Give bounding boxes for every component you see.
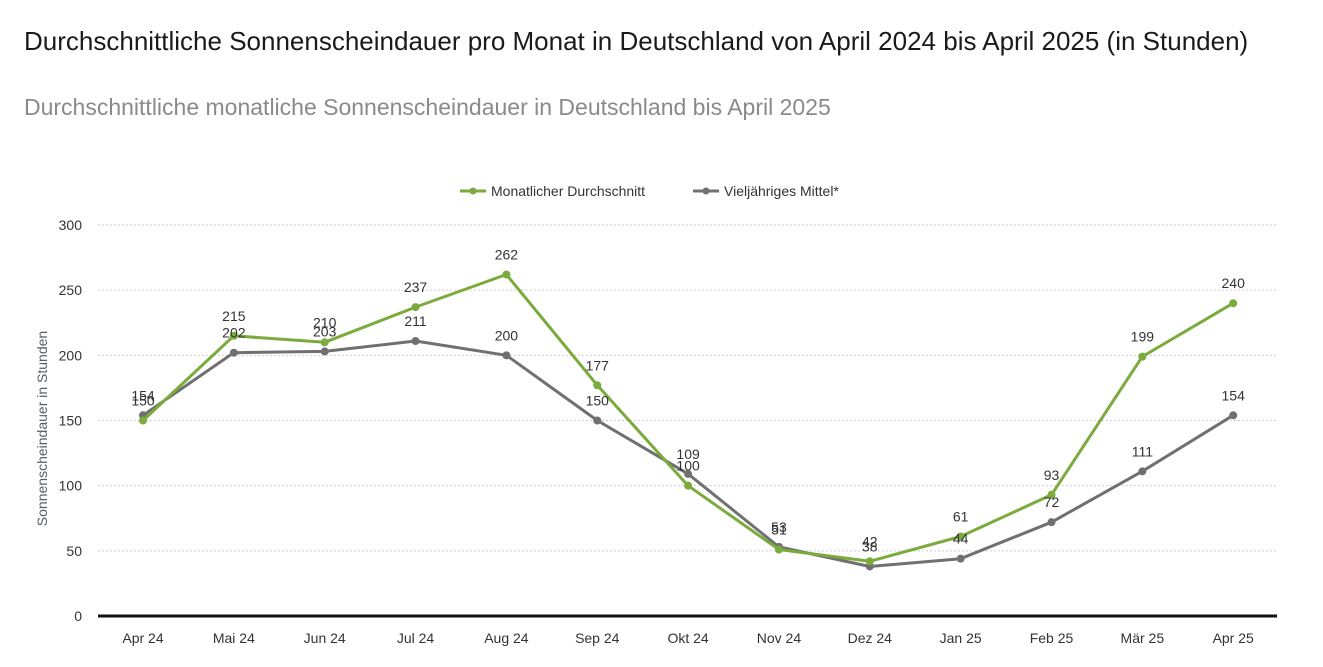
data-label: 42 [862,533,878,549]
y-tick-label: 100 [59,478,83,494]
data-point[interactable] [1047,490,1056,499]
y-axis-ticks: 0 50 100 150 200 250 300 [59,217,83,624]
data-point[interactable] [1229,411,1238,420]
data-point[interactable] [865,557,874,566]
data-point[interactable] [229,331,238,340]
x-axis-ticks: Apr 24 Mai 24 Jun 24 Jul 24 Aug 24 Sep 24 Okt … [122,630,1254,646]
data-label: 202 [222,325,246,341]
data-label: 200 [495,327,519,343]
x-tick-label: Mai 24 [213,630,255,646]
data-point[interactable] [774,545,783,554]
legend-swatch-marker [702,187,710,195]
y-tick-label: 50 [66,543,82,559]
data-label: 100 [676,458,700,474]
data-label: 51 [771,522,787,538]
x-tick-label: Nov 24 [757,630,802,646]
data-point[interactable] [593,416,602,425]
x-tick-label: Jun 24 [304,630,346,646]
y-tick-label: 0 [74,608,82,624]
x-tick-label: Mär 25 [1121,630,1165,646]
legend-label: Monatlicher Durchschnitt [491,183,645,199]
x-tick-label: Jul 24 [397,630,435,646]
data-point[interactable] [320,347,329,356]
data-label: 262 [495,247,519,263]
data-point[interactable] [411,336,420,345]
y-axis-label: Sonnenscheindauer in Stunden [34,331,50,526]
data-label: 154 [131,387,155,403]
x-tick-label: Okt 24 [667,630,708,646]
data-label: 215 [222,308,246,324]
grid-lines [98,224,1277,552]
data-label: 210 [313,314,337,330]
x-tick-label: Aug 24 [484,630,529,646]
data-label: 93 [1044,467,1060,483]
x-tick-label: Apr 25 [1213,630,1254,646]
data-point[interactable] [956,532,965,541]
y-tick-label: 200 [59,347,83,363]
data-point[interactable] [411,303,420,312]
legend-item[interactable]: Vieljähriges Mittel* [693,183,839,199]
data-label: 237 [404,279,428,295]
data-point[interactable] [1047,518,1056,527]
data-label: 111 [1132,443,1153,459]
legend-label: Vieljähriges Mittel* [724,183,839,199]
data-point[interactable] [1138,467,1147,476]
data-label: 38 [862,538,878,554]
x-tick-label: Apr 24 [122,630,163,646]
data-point[interactable] [229,348,238,357]
data-point[interactable] [320,338,329,347]
data-label: 199 [1131,329,1155,345]
y-tick-label: 300 [59,217,83,233]
data-point[interactable] [139,416,147,425]
data-point[interactable] [956,554,965,563]
data-point[interactable] [1138,352,1147,361]
data-label: 203 [313,323,337,339]
data-label: 177 [586,357,610,373]
data-label: 150 [131,393,155,409]
series-line [141,273,1234,563]
data-label: 150 [586,393,610,409]
data-label: 53 [771,519,787,535]
legend[interactable]: Monatlicher Durchschnitt Vieljähriges Mit… [460,183,839,199]
data-label: 109 [676,446,700,462]
data-label: 240 [1222,275,1246,291]
x-tick-label: Feb 25 [1030,630,1074,646]
data-label: 211 [404,313,427,329]
x-tick-label: Sep 24 [575,630,620,646]
series [139,270,1238,571]
y-tick-label: 150 [59,413,83,429]
legend-item[interactable]: Monatlicher Durchschnitt [460,183,645,199]
chart-title: Durchschnittliche Sonnenscheindauer pro … [24,26,1249,56]
legend-swatch-marker [469,187,477,195]
data-point[interactable] [684,481,693,490]
data-point[interactable] [684,469,693,478]
data-label: 61 [953,508,969,524]
data-point[interactable] [1229,299,1238,308]
y-tick-label: 250 [59,282,83,298]
data-point[interactable] [593,381,602,390]
data-label: 154 [1222,387,1246,403]
chart-subtitle: Durchschnittliche monatliche Sonnenschei… [24,94,831,120]
x-tick-label: Dez 24 [848,630,893,646]
x-tick-label: Jan 25 [940,630,982,646]
data-label: 72 [1044,494,1060,510]
data-point[interactable] [502,270,511,279]
data-label: 44 [953,531,969,547]
data-point[interactable] [502,351,511,360]
